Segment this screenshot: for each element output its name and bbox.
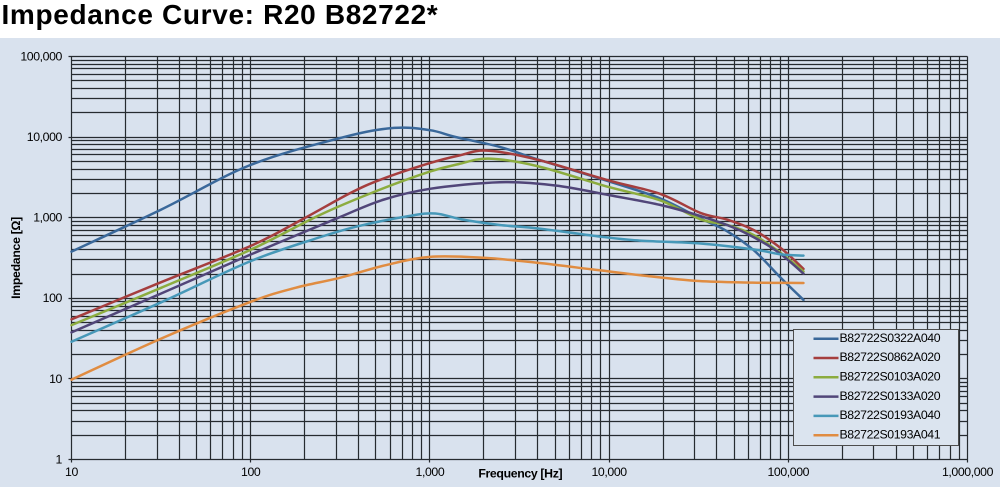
svg-text:1,000,000: 1,000,000 [942, 465, 994, 479]
svg-text:B82722S0193A041: B82722S0193A041 [840, 427, 941, 441]
svg-text:B82722S0133A020: B82722S0133A020 [840, 389, 941, 403]
svg-text:B82722S0322A040: B82722S0322A040 [840, 331, 941, 345]
svg-text:10,000: 10,000 [27, 130, 63, 144]
svg-text:Impedance Curve: R20 B82722*: Impedance Curve: R20 B82722* [2, 0, 439, 30]
svg-text:B82722S0103A020: B82722S0103A020 [840, 370, 941, 384]
svg-text:100,000: 100,000 [20, 49, 62, 63]
svg-text:100,000: 100,000 [767, 465, 809, 479]
svg-text:1,000: 1,000 [416, 465, 445, 479]
svg-text:B82722S0862A020: B82722S0862A020 [840, 350, 941, 364]
svg-text:10: 10 [49, 372, 62, 386]
svg-text:10: 10 [65, 465, 78, 479]
svg-text:Frequency [Hz]: Frequency [Hz] [478, 467, 562, 481]
svg-text:B82722S0193A040: B82722S0193A040 [840, 408, 941, 422]
svg-text:1,000: 1,000 [33, 211, 62, 225]
svg-text:100: 100 [43, 291, 63, 305]
svg-text:10,000: 10,000 [591, 465, 627, 479]
svg-text:Impedance [Ω]: Impedance [Ω] [9, 217, 23, 299]
svg-text:1: 1 [56, 452, 63, 466]
svg-text:100: 100 [241, 465, 261, 479]
